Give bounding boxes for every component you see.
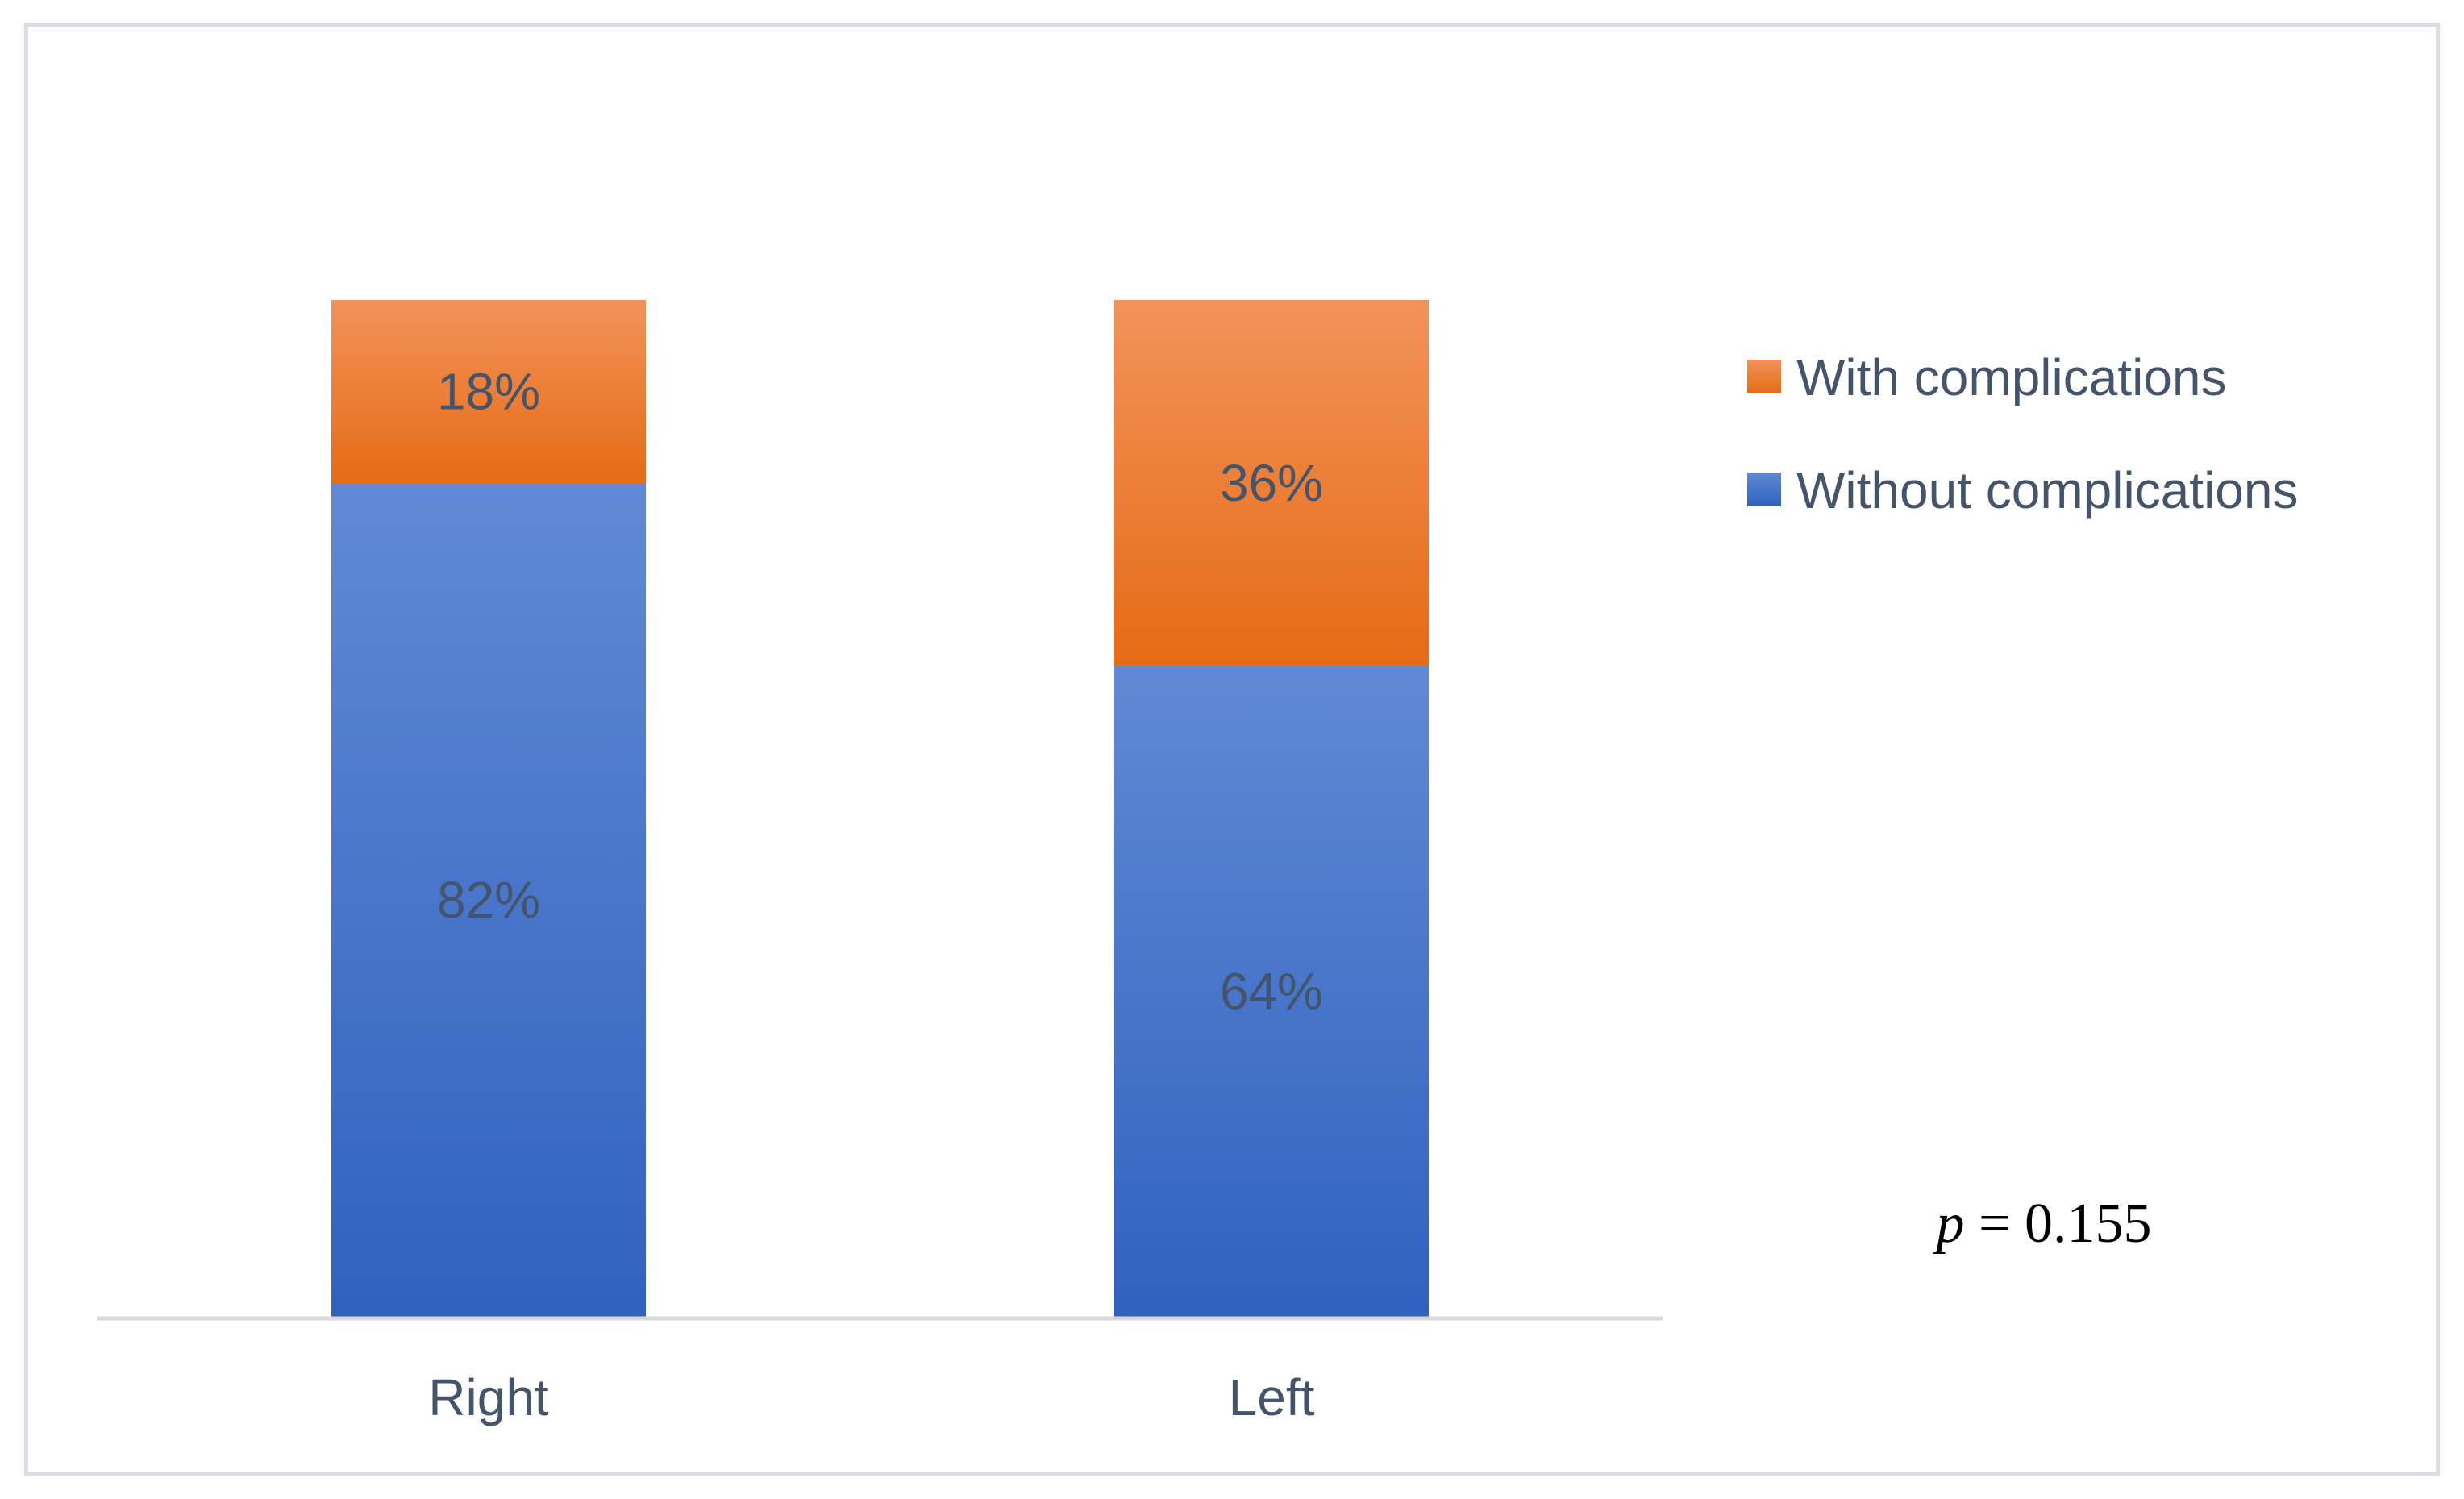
p-value-text: = 0.155	[1965, 1193, 2152, 1255]
bar-right-without-complications	[331, 482, 646, 1317]
legend-label-with-complications: With complications	[1796, 348, 2227, 406]
p-symbol: p	[1933, 1193, 1965, 1255]
x-tick-labels: Right Left	[428, 1368, 1314, 1426]
x-tick-label-right: Right	[428, 1368, 549, 1426]
legend-label-without-complications: Without complications	[1796, 461, 2298, 519]
bar-left-without-complications	[1114, 665, 1429, 1317]
bar-left-with-complications	[1114, 300, 1429, 666]
x-tick-label-left: Left	[1229, 1368, 1315, 1426]
data-label-left-with-complications: 36%	[1220, 454, 1323, 512]
legend-swatch-without-complications	[1747, 473, 1781, 506]
legend: With complications Without complications	[1747, 348, 2298, 519]
bar-right-with-complications	[331, 300, 646, 483]
data-label-right-with-complications: 18%	[437, 362, 540, 420]
legend-swatch-with-complications	[1747, 360, 1781, 393]
bars-layer: 82% 18% 64% 36%	[331, 300, 1429, 1317]
data-label-left-without-complications: 64%	[1220, 962, 1323, 1020]
data-label-right-without-complications: 82%	[437, 871, 540, 929]
p-value-annotation: p = 0.155	[1933, 1193, 2152, 1255]
